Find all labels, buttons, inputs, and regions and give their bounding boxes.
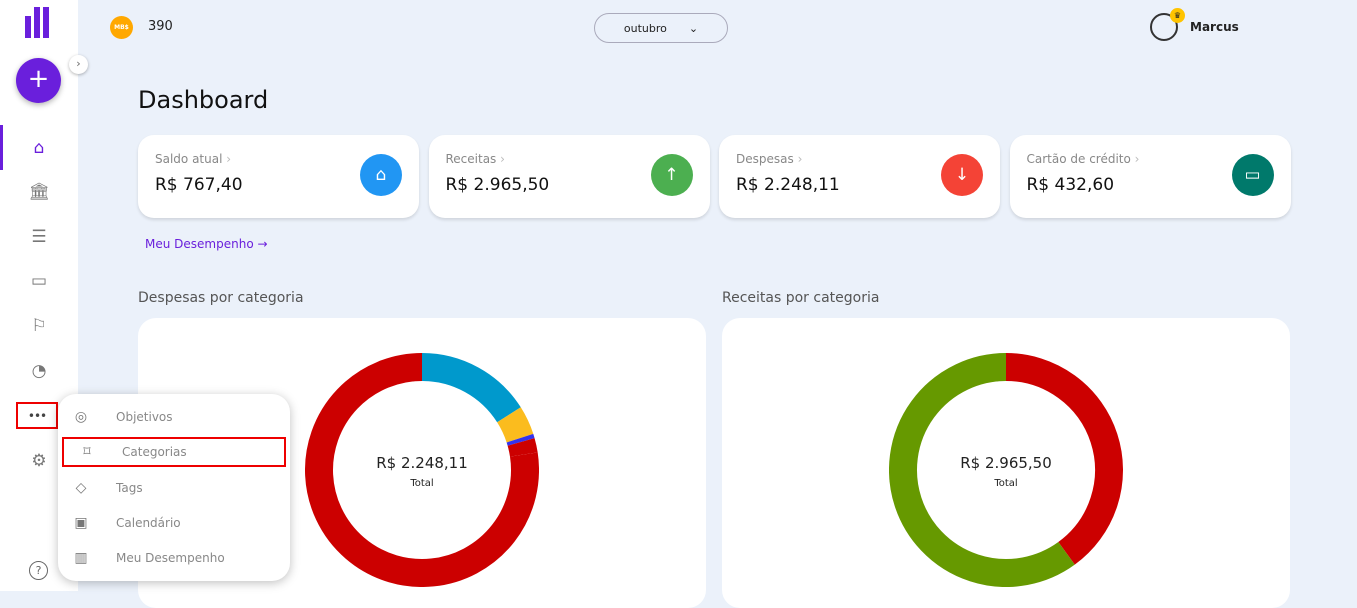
total-label: Total [410, 478, 434, 489]
donut-slice-3[interactable] [507, 438, 538, 457]
chevron-down-icon: ⌄ [688, 21, 699, 35]
donut-slice-4[interactable] [305, 353, 539, 587]
month-selector[interactable]: outubro ⌄ [594, 13, 728, 43]
card-label: Cartão de crédito › [1026, 152, 1140, 166]
card-icon: ▭ [1231, 154, 1274, 196]
sidebar: + ⌂ 🏛︎ ☰ ▭ ⚐ ◔ ••• ⚙ ? [0, 0, 78, 591]
total-label: Total [994, 478, 1018, 489]
donut-slice-0[interactable] [421, 353, 521, 423]
topbar: MB$ 390 outubro ⌄ ♛ Marcus ⌄ [78, 0, 1357, 55]
summary-card[interactable]: Despesas › R$ 2.248,11 ↓ [719, 135, 1000, 218]
more-button[interactable]: ••• [16, 402, 58, 429]
more-menu: ◎ Objetivos ⌑ Categorias ◇ Tags ▣ Calendário ▥ Me… [58, 394, 290, 581]
list-icon[interactable]: ☰ [31, 227, 47, 247]
logo [25, 7, 49, 38]
card-label: Despesas › [736, 152, 803, 166]
menu-item-tags[interactable]: ◇ Tags [58, 473, 290, 503]
income-donut [889, 353, 1123, 587]
card-value: R$ 2.965,50 [445, 175, 550, 195]
menu-item-meu-desempenho[interactable]: ▥ Meu Desempenho [58, 543, 290, 573]
menu-item-objetivos[interactable]: ◎ Objetivos [58, 402, 290, 432]
menu-label: Objetivos [116, 410, 173, 424]
active-indicator [0, 125, 3, 170]
card-icon: ↓ [941, 154, 983, 196]
coin-icon: MB$ [110, 16, 133, 39]
card-value: R$ 2.248,11 [736, 175, 840, 195]
menu-item-calendário[interactable]: ▣ Calendário [58, 508, 290, 538]
expenses-title: Despesas por categoria [138, 290, 304, 306]
menu-item-categorias[interactable]: ⌑ Categorias [62, 437, 286, 468]
pie-chart-icon[interactable]: ◔ [31, 361, 47, 381]
month-label: outubro [623, 21, 667, 35]
menu-icon: ◎ [74, 409, 88, 425]
help-icon[interactable]: ? [29, 561, 48, 580]
income-panel: R$ 2.965,50 Total [722, 318, 1290, 608]
gear-icon[interactable]: ⚙ [31, 451, 47, 471]
menu-icon: ⌑ [83, 444, 91, 461]
summary-card[interactable]: Cartão de crédito › R$ 432,60 ▭ [1009, 135, 1291, 218]
donut-slice-1[interactable] [496, 407, 534, 443]
income-total: R$ 2.965,50 [960, 454, 1052, 472]
expenses-center: R$ 2.248,11 Total [322, 454, 522, 489]
menu-icon: ▣ [74, 514, 88, 531]
user-menu[interactable]: ♛ Marcus [1150, 8, 1239, 41]
menu-icon: ▥ [74, 550, 88, 567]
card-icon: ↑ [650, 154, 693, 196]
donut-slice-1[interactable] [889, 353, 1075, 587]
flag-icon[interactable]: ⚐ [31, 316, 47, 336]
card-label: Receitas › [445, 152, 505, 166]
donut-slice-2[interactable] [506, 433, 535, 446]
menu-label: Categorias [122, 445, 187, 460]
menu-icon: ◇ [75, 479, 87, 496]
crown-icon: ♛ [1170, 8, 1185, 23]
page-title: Dashboard [138, 86, 269, 114]
donut-slice-0[interactable] [1005, 353, 1123, 565]
card-label: Saldo atual › [155, 152, 232, 166]
summary-card[interactable]: Saldo atual › R$ 767,40 ⌂ [138, 135, 419, 218]
card-value: R$ 432,60 [1026, 175, 1115, 195]
performance-link[interactable]: Meu Desempenho → [145, 237, 268, 251]
card-value: R$ 767,40 [155, 175, 243, 195]
menu-label: Calendário [116, 515, 181, 530]
avatar: ♛ [1150, 8, 1185, 41]
bank-icon[interactable]: 🏛︎ [28, 182, 50, 202]
summary-card[interactable]: Receitas › R$ 2.965,50 ↑ [428, 135, 710, 218]
income-title: Receitas por categoria [722, 290, 880, 306]
menu-label: Meu Desempenho [116, 551, 225, 566]
income-center: R$ 2.965,50 Total [906, 454, 1106, 489]
expenses-donut [305, 353, 539, 587]
add-button[interactable]: + [16, 58, 61, 103]
points: 390 [148, 19, 173, 34]
user-name: Marcus [1190, 20, 1239, 34]
collapse-sidebar-button[interactable]: › [69, 55, 88, 74]
card-icon[interactable]: ▭ [30, 271, 48, 291]
home-icon[interactable]: ⌂ [33, 138, 45, 158]
menu-label: Tags [116, 480, 143, 495]
card-icon: ⌂ [360, 154, 402, 196]
expenses-total: R$ 2.248,11 [376, 454, 468, 472]
arrow-right-icon: → [257, 237, 268, 251]
